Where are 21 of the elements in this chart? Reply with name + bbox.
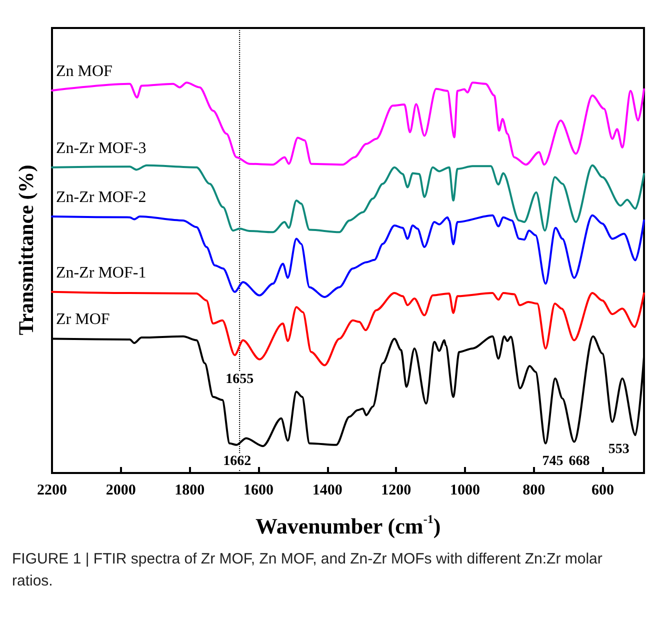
x-tick-label: 2200 — [37, 482, 67, 498]
x-tick-label: 1000 — [450, 482, 480, 498]
series-label: Zr MOF — [56, 311, 110, 328]
annotation: 668 — [568, 454, 590, 469]
y-axis-title: Transmittance (%) — [14, 164, 38, 336]
caption: FIGURE 1 | FTIR spectra of Zr MOF, Zn MOF, and Zn-Zr MOFs with different Zn:Zr molar ratios. — [12, 550, 607, 590]
series-label: Zn-Zr MOF-1 — [56, 264, 146, 282]
annotation: 553 — [608, 442, 630, 458]
x-tick-label: 800 — [522, 482, 546, 498]
annotation: 1662 — [223, 454, 252, 469]
x-tick-label: 1600 — [244, 482, 274, 498]
x-tick-label: 2000 — [106, 482, 136, 498]
annotation: 745 — [542, 454, 564, 469]
x-tick-label: 1400 — [312, 482, 342, 498]
x-tick-label: 1200 — [381, 482, 412, 498]
series-label: Zn MOF — [56, 62, 113, 80]
x-tick-label: 1800 — [174, 482, 205, 498]
series-label: Zn-Zr MOF-2 — [56, 189, 146, 206]
x-tick-label: 600 — [591, 482, 614, 498]
annotation: 1655 — [226, 372, 254, 387]
series-label: Zn-Zr MOF-3 — [56, 140, 146, 157]
